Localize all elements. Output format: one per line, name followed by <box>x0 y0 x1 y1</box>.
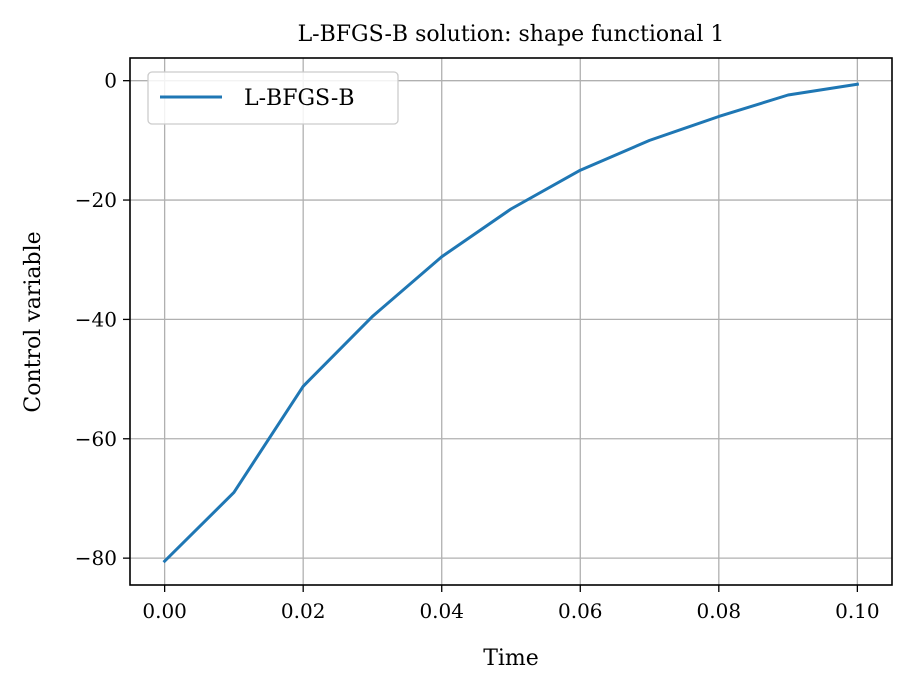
y-axis-label: Control variable <box>21 231 46 412</box>
legend: L-BFGS-B <box>147 71 399 125</box>
grid <box>130 58 892 585</box>
series-line-l-bfgs-b <box>162 82 860 564</box>
y-tick-label: −40 <box>75 307 117 331</box>
x-tick-label: 0.10 <box>835 599 880 623</box>
y-tick-label: −60 <box>75 427 117 451</box>
x-axis: 0.00 0.02 0.04 0.06 0.08 0.10 <box>142 585 880 623</box>
x-tick-label: 0.02 <box>281 599 326 623</box>
y-tick-label: −20 <box>75 188 117 212</box>
legend-box <box>147 71 399 125</box>
chart-title: L-BFGS-B solution: shape functional 1 <box>298 22 725 47</box>
x-tick-label: 0.08 <box>697 599 742 623</box>
legend-label: L-BFGS-B <box>244 86 355 111</box>
x-axis-label: Time <box>483 646 539 671</box>
series-layer <box>162 82 860 564</box>
x-tick-label: 0.04 <box>419 599 464 623</box>
y-axis: 0 −20 −40 −60 −80 <box>75 69 130 570</box>
plot-frame <box>129 57 893 586</box>
x-tick-label: 0.00 <box>142 599 187 623</box>
x-tick-label: 0.06 <box>558 599 603 623</box>
y-tick-label: 0 <box>104 69 117 93</box>
y-tick-label: −80 <box>75 546 117 570</box>
